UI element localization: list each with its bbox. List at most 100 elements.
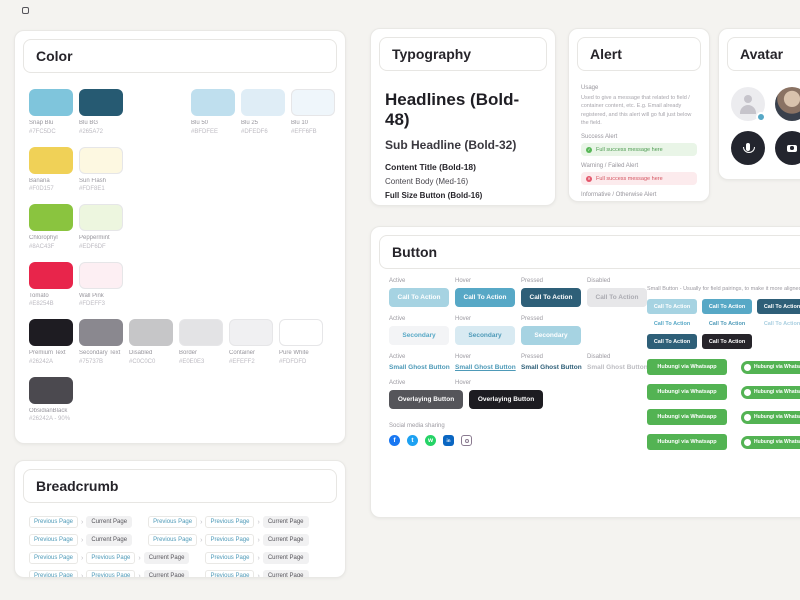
ghost-button-pressed[interactable]: Small Ghost Button: [521, 364, 582, 371]
whatsapp-button[interactable]: Hubungi via Whatsapp: [647, 384, 727, 400]
whatsapp-button-small[interactable]: Hubungi via Whatsapp: [741, 435, 800, 449]
cta-button-pressed[interactable]: Call To Action: [521, 288, 581, 307]
whatsapp-button[interactable]: Hubungi via Whatsapp: [647, 359, 727, 375]
color-swatch-cell: Peppermint #EDF6DF: [79, 204, 123, 251]
canvas-marker-icon: [22, 7, 29, 14]
linkedin-icon[interactable]: in: [443, 435, 454, 446]
color-swatch-cell: Disabled #C0C0C0: [129, 319, 173, 366]
breadcrumb-examples: Previous Page › Current Page Previous Page ›…: [15, 511, 345, 577]
avatar-photo[interactable]: [775, 87, 800, 121]
breadcrumb-link[interactable]: Previous Page: [205, 516, 255, 528]
color-swatch: [29, 89, 73, 116]
breadcrumb: Previous Page › Current Page: [29, 516, 133, 528]
color-panel: Color Snap Blu #7FC5DC Blu BG #265A72 Blu 50…: [14, 30, 346, 444]
color-swatch-name: Banana: [29, 177, 50, 184]
whatsapp-button[interactable]: Hubungi via Whatsapp: [647, 409, 727, 425]
small-cta-button-dark[interactable]: Call To Action: [702, 334, 752, 349]
breadcrumb-link[interactable]: Previous Page: [205, 534, 255, 546]
overlay-state-labels: Active Hover: [389, 380, 800, 386]
small-button-column: Small Button - Usually for field pairing…: [647, 286, 800, 459]
ghost-button-active[interactable]: Small Ghost Button: [389, 364, 450, 371]
chevron-separator-icon: ›: [257, 554, 260, 562]
breadcrumb-link[interactable]: Previous Page: [86, 552, 136, 564]
small-ghost-cta-button[interactable]: Call To Action: [763, 321, 800, 327]
instagram-icon[interactable]: [461, 435, 472, 446]
whatsapp-button-small[interactable]: Hubungi via Whatsapp: [741, 410, 800, 424]
color-swatch: [29, 146, 73, 174]
breadcrumb-row: Previous Page › Previous Page › Current Page…: [29, 570, 331, 577]
color-swatch-cell: Banana #F0D157: [29, 146, 73, 194]
facebook-icon[interactable]: f: [389, 435, 400, 446]
chevron-separator-icon: ›: [200, 518, 203, 526]
color-swatch: [229, 319, 273, 347]
whatsapp-icon[interactable]: w: [425, 435, 436, 446]
color-swatch-name: Container: [229, 350, 256, 357]
sub-headline-sample: Sub Headline (Bold-32): [385, 138, 517, 152]
secondary-button-hover[interactable]: Secondary: [455, 326, 515, 345]
breadcrumb-link[interactable]: Previous Page: [148, 534, 198, 546]
breadcrumb-link[interactable]: Previous Page: [29, 552, 79, 564]
color-swatch-hex: #EDF6DF: [79, 243, 106, 250]
color-swatch-cell: Secondary Text #75737B: [79, 319, 123, 366]
breadcrumb-link[interactable]: Previous Page: [205, 552, 255, 564]
cta-button-active[interactable]: Call To Action: [389, 288, 449, 307]
chevron-separator-icon: ›: [257, 518, 260, 526]
secondary-button-pressed[interactable]: Secondary: [521, 326, 581, 345]
typography-panel-title: Typography: [392, 46, 472, 62]
small-cta-button-dark[interactable]: Call To Action: [647, 334, 697, 349]
secondary-button-active[interactable]: Secondary: [389, 326, 449, 345]
avatar-panel-header: Avatar: [727, 37, 800, 71]
alert-usage-label: Usage: [581, 85, 599, 91]
overlay-button-hover[interactable]: Overlaying Button: [469, 390, 543, 409]
avatar-camera[interactable]: [775, 131, 800, 165]
whatsapp-icon: [744, 363, 752, 371]
breadcrumb-current-page: Current Page: [86, 516, 133, 528]
state-label: Pressed: [521, 316, 544, 322]
breadcrumb-link[interactable]: Previous Page: [205, 570, 255, 577]
small-filled-button-row: Call To Action Call To Action Call To Acti…: [647, 299, 800, 314]
avatar-voice[interactable]: [731, 131, 765, 165]
chevron-separator-icon: ›: [257, 536, 260, 544]
breadcrumb-link[interactable]: Previous Page: [29, 534, 79, 546]
color-swatch: [279, 319, 323, 347]
whatsapp-button-label: Hubungi via Whatsapp: [754, 389, 800, 395]
small-ghost-cta-button[interactable]: Call To Action: [653, 321, 691, 327]
whatsapp-button-row: Hubungi via Whatsapp Hubungi via Whatsapp: [647, 384, 800, 400]
chevron-separator-icon: ›: [81, 518, 84, 526]
whatsapp-button-small[interactable]: Hubungi via Whatsapp: [741, 360, 800, 374]
color-swatch-hex: #E8254B: [29, 301, 54, 308]
state-label: Hover: [455, 380, 472, 386]
color-swatch-name: Chlorophyl: [29, 235, 58, 242]
color-swatch-name: Premium Text: [29, 350, 66, 357]
ghost-button-hover[interactable]: Small Ghost Button: [455, 364, 516, 371]
chevron-separator-icon: ›: [81, 536, 84, 544]
small-cta-button[interactable]: Call To Action: [647, 299, 697, 314]
whatsapp-button[interactable]: Hubungi via Whatsapp: [647, 434, 727, 450]
breadcrumb: Previous Page › Current Page: [29, 534, 133, 546]
whatsapp-button-small[interactable]: Hubungi via Whatsapp: [741, 385, 800, 399]
small-ghost-cta-button[interactable]: Call To Action: [708, 321, 746, 327]
color-swatch-cell: Pure White #FDFDFD: [279, 319, 323, 366]
small-cta-button[interactable]: Call To Action: [757, 299, 800, 314]
alert-info-label: Informative / Otherwise Alert: [581, 192, 657, 198]
state-label: Hover: [455, 354, 472, 360]
breadcrumb-link[interactable]: Previous Page: [148, 516, 198, 528]
color-swatch-cell: Wall Pink #FDEFF3: [79, 261, 123, 309]
breadcrumb-current-page: Current Page: [143, 552, 190, 564]
breadcrumb-link[interactable]: Previous Page: [86, 570, 136, 577]
overlay-button-active[interactable]: Overlaying Button: [389, 390, 463, 409]
overlay-button-row: Overlaying Button Overlaying Button: [389, 390, 800, 409]
breadcrumb-link[interactable]: Previous Page: [29, 570, 79, 577]
color-swatch-hex: #C0C0C0: [129, 358, 156, 365]
avatar-placeholder[interactable]: [731, 87, 766, 122]
twitter-icon[interactable]: t: [407, 435, 418, 446]
edit-badge-icon[interactable]: [756, 112, 766, 122]
color-swatch-cell: Snap Blu #7FC5DC: [29, 89, 73, 136]
breadcrumb-link[interactable]: Previous Page: [29, 516, 79, 528]
color-panel-title: Color: [36, 48, 73, 64]
cta-button-hover[interactable]: Call To Action: [455, 288, 515, 307]
small-cta-button[interactable]: Call To Action: [702, 299, 752, 314]
color-swatch-cell: Tomato #E8254B: [29, 261, 73, 309]
color-row: Premium Text #26242A Secondary Text #75737B…: [29, 319, 331, 366]
typography-panel-header: Typography: [379, 37, 547, 71]
